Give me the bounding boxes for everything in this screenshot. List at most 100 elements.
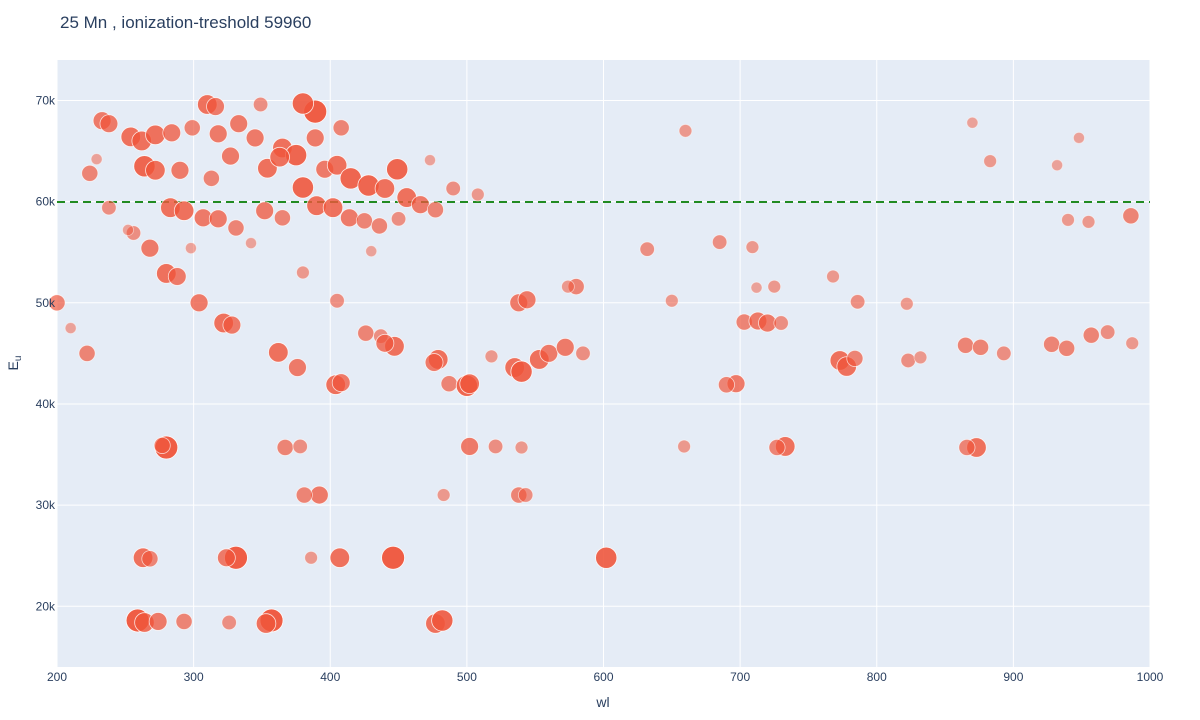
x-tick-label: 900 — [1003, 670, 1023, 684]
x-tick-labels: 200 300 400 500 600 700 800 900 1000 — [47, 670, 1164, 684]
data-point — [167, 267, 187, 286]
data-points — [48, 92, 1140, 634]
data-point — [276, 438, 294, 456]
data-point — [295, 486, 313, 504]
data-point — [370, 217, 388, 235]
data-point — [514, 440, 529, 455]
data-point — [365, 245, 378, 258]
y-tick-label: 30k — [36, 498, 56, 512]
x-tick-label: 200 — [47, 670, 67, 684]
data-point — [309, 485, 329, 505]
data-point — [78, 344, 96, 362]
data-point — [125, 225, 142, 241]
data-point — [332, 119, 350, 137]
data-point — [252, 96, 269, 113]
data-point — [291, 176, 314, 199]
y-axis-title-subscript: u — [13, 356, 24, 362]
x-tick-label: 300 — [184, 670, 204, 684]
data-point — [972, 338, 990, 356]
y-tick-label: 70k — [36, 93, 56, 107]
data-point — [208, 124, 228, 144]
data-point — [561, 279, 575, 294]
data-point — [677, 439, 691, 454]
data-point — [958, 438, 976, 456]
data-point — [768, 438, 786, 456]
data-point — [173, 200, 195, 221]
data-point — [305, 128, 325, 148]
data-point — [288, 358, 307, 377]
y-tick-label: 40k — [36, 397, 56, 411]
data-point — [966, 116, 979, 129]
data-point — [245, 128, 265, 148]
data-point — [717, 376, 735, 394]
x-tick-label: 400 — [320, 670, 340, 684]
data-point — [487, 438, 504, 455]
data-point — [374, 178, 396, 199]
data-point — [767, 279, 782, 294]
x-tick-label: 1000 — [1137, 670, 1164, 684]
data-point — [162, 123, 182, 143]
data-point — [255, 201, 275, 221]
data-point — [996, 345, 1012, 362]
data-point — [269, 146, 290, 168]
data-point — [189, 293, 209, 313]
data-point — [48, 294, 66, 312]
data-point — [436, 488, 451, 502]
data-point — [326, 155, 348, 176]
data-point — [711, 234, 728, 250]
data-point — [148, 612, 168, 631]
data-point — [227, 219, 245, 237]
data-point — [153, 436, 171, 454]
data-point — [221, 614, 237, 631]
data-point — [424, 154, 436, 167]
data-point — [340, 208, 359, 228]
data-point — [1051, 159, 1064, 172]
data-point — [678, 124, 693, 138]
data-point — [273, 209, 291, 227]
y-axis-title: Eu — [5, 356, 24, 371]
data-point — [665, 293, 679, 308]
data-point — [1082, 326, 1100, 344]
data-point — [304, 550, 318, 565]
data-point — [440, 375, 458, 393]
y-tick-label: 50k — [36, 296, 56, 310]
data-point — [245, 237, 257, 250]
data-point — [983, 154, 997, 168]
data-point — [517, 290, 537, 310]
y-tick-label: 60k — [36, 195, 56, 209]
y-axis-title-main: E — [5, 361, 21, 370]
data-point — [202, 169, 220, 187]
data-point — [221, 146, 240, 166]
y-tick-labels: 20k 30k 40k 50k 60k 70k — [36, 93, 56, 613]
data-point — [431, 609, 454, 632]
data-point — [510, 360, 533, 383]
data-point — [355, 212, 373, 230]
data-point — [1073, 131, 1085, 144]
data-point — [296, 265, 310, 280]
x-tick-label: 700 — [730, 670, 750, 684]
data-point — [229, 114, 249, 134]
data-point — [460, 437, 479, 456]
data-point — [411, 195, 430, 215]
data-point — [849, 294, 866, 310]
data-point — [426, 201, 444, 219]
data-point — [184, 242, 197, 255]
data-point — [1061, 213, 1075, 227]
data-point — [1081, 215, 1096, 229]
x-axis-title: wl — [595, 694, 609, 710]
data-point — [575, 345, 591, 362]
data-point — [424, 353, 444, 372]
data-point — [208, 209, 228, 229]
data-point — [329, 547, 351, 568]
data-point — [222, 315, 242, 335]
data-point — [826, 269, 840, 284]
data-point — [357, 324, 375, 342]
data-point — [145, 124, 166, 146]
data-point — [217, 548, 236, 568]
data-point — [292, 438, 308, 455]
data-point — [900, 297, 914, 311]
data-point — [64, 322, 77, 335]
data-point — [255, 613, 277, 634]
data-point — [750, 281, 763, 294]
